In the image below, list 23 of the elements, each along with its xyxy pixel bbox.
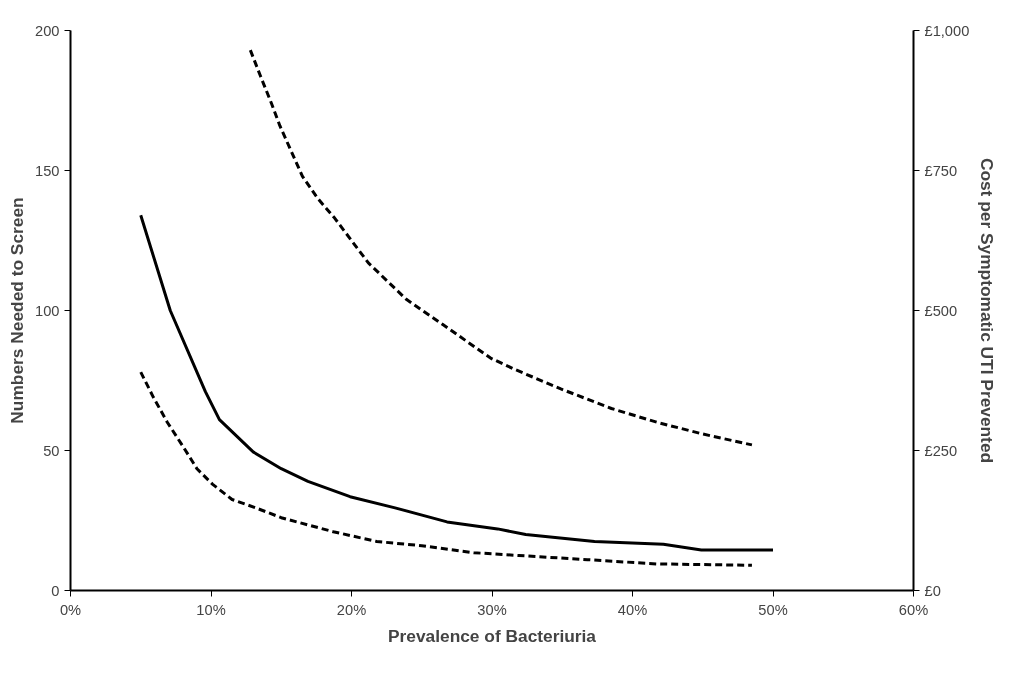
x-tick-label: 0% — [59, 601, 82, 618]
y-tick-label: 0 — [51, 582, 60, 599]
y-tick-label: 200 — [35, 22, 60, 39]
y-axis-title: Numbers Needed to Screen — [7, 197, 28, 424]
y2-tick-label: £750 — [924, 162, 958, 179]
y-tick-label: 50 — [43, 442, 60, 459]
y-tick-label: 100 — [35, 302, 60, 319]
line-series — [139, 370, 754, 567]
y2-tick-label: £0 — [924, 582, 941, 599]
y2-tick-label: £500 — [924, 302, 958, 319]
y2-axis-title: Cost per Symptomatic UTI Prevented — [977, 157, 998, 464]
x-tick-label: 20% — [336, 601, 367, 618]
x-axis-title: Prevalence of Bacteriuria — [387, 625, 597, 646]
x-tick-label: 30% — [477, 601, 507, 618]
y2-tick-label: £250 — [924, 442, 958, 459]
line-series — [139, 213, 775, 552]
x-tick-label: 50% — [758, 601, 788, 618]
x-tick-label: 60% — [898, 601, 929, 618]
x-tick-label: 10% — [196, 601, 226, 618]
x-tick-label: 40% — [617, 601, 648, 618]
line-series — [248, 48, 754, 447]
y2-tick-label: £1,000 — [924, 22, 970, 39]
y-tick-label: 150 — [35, 162, 60, 179]
